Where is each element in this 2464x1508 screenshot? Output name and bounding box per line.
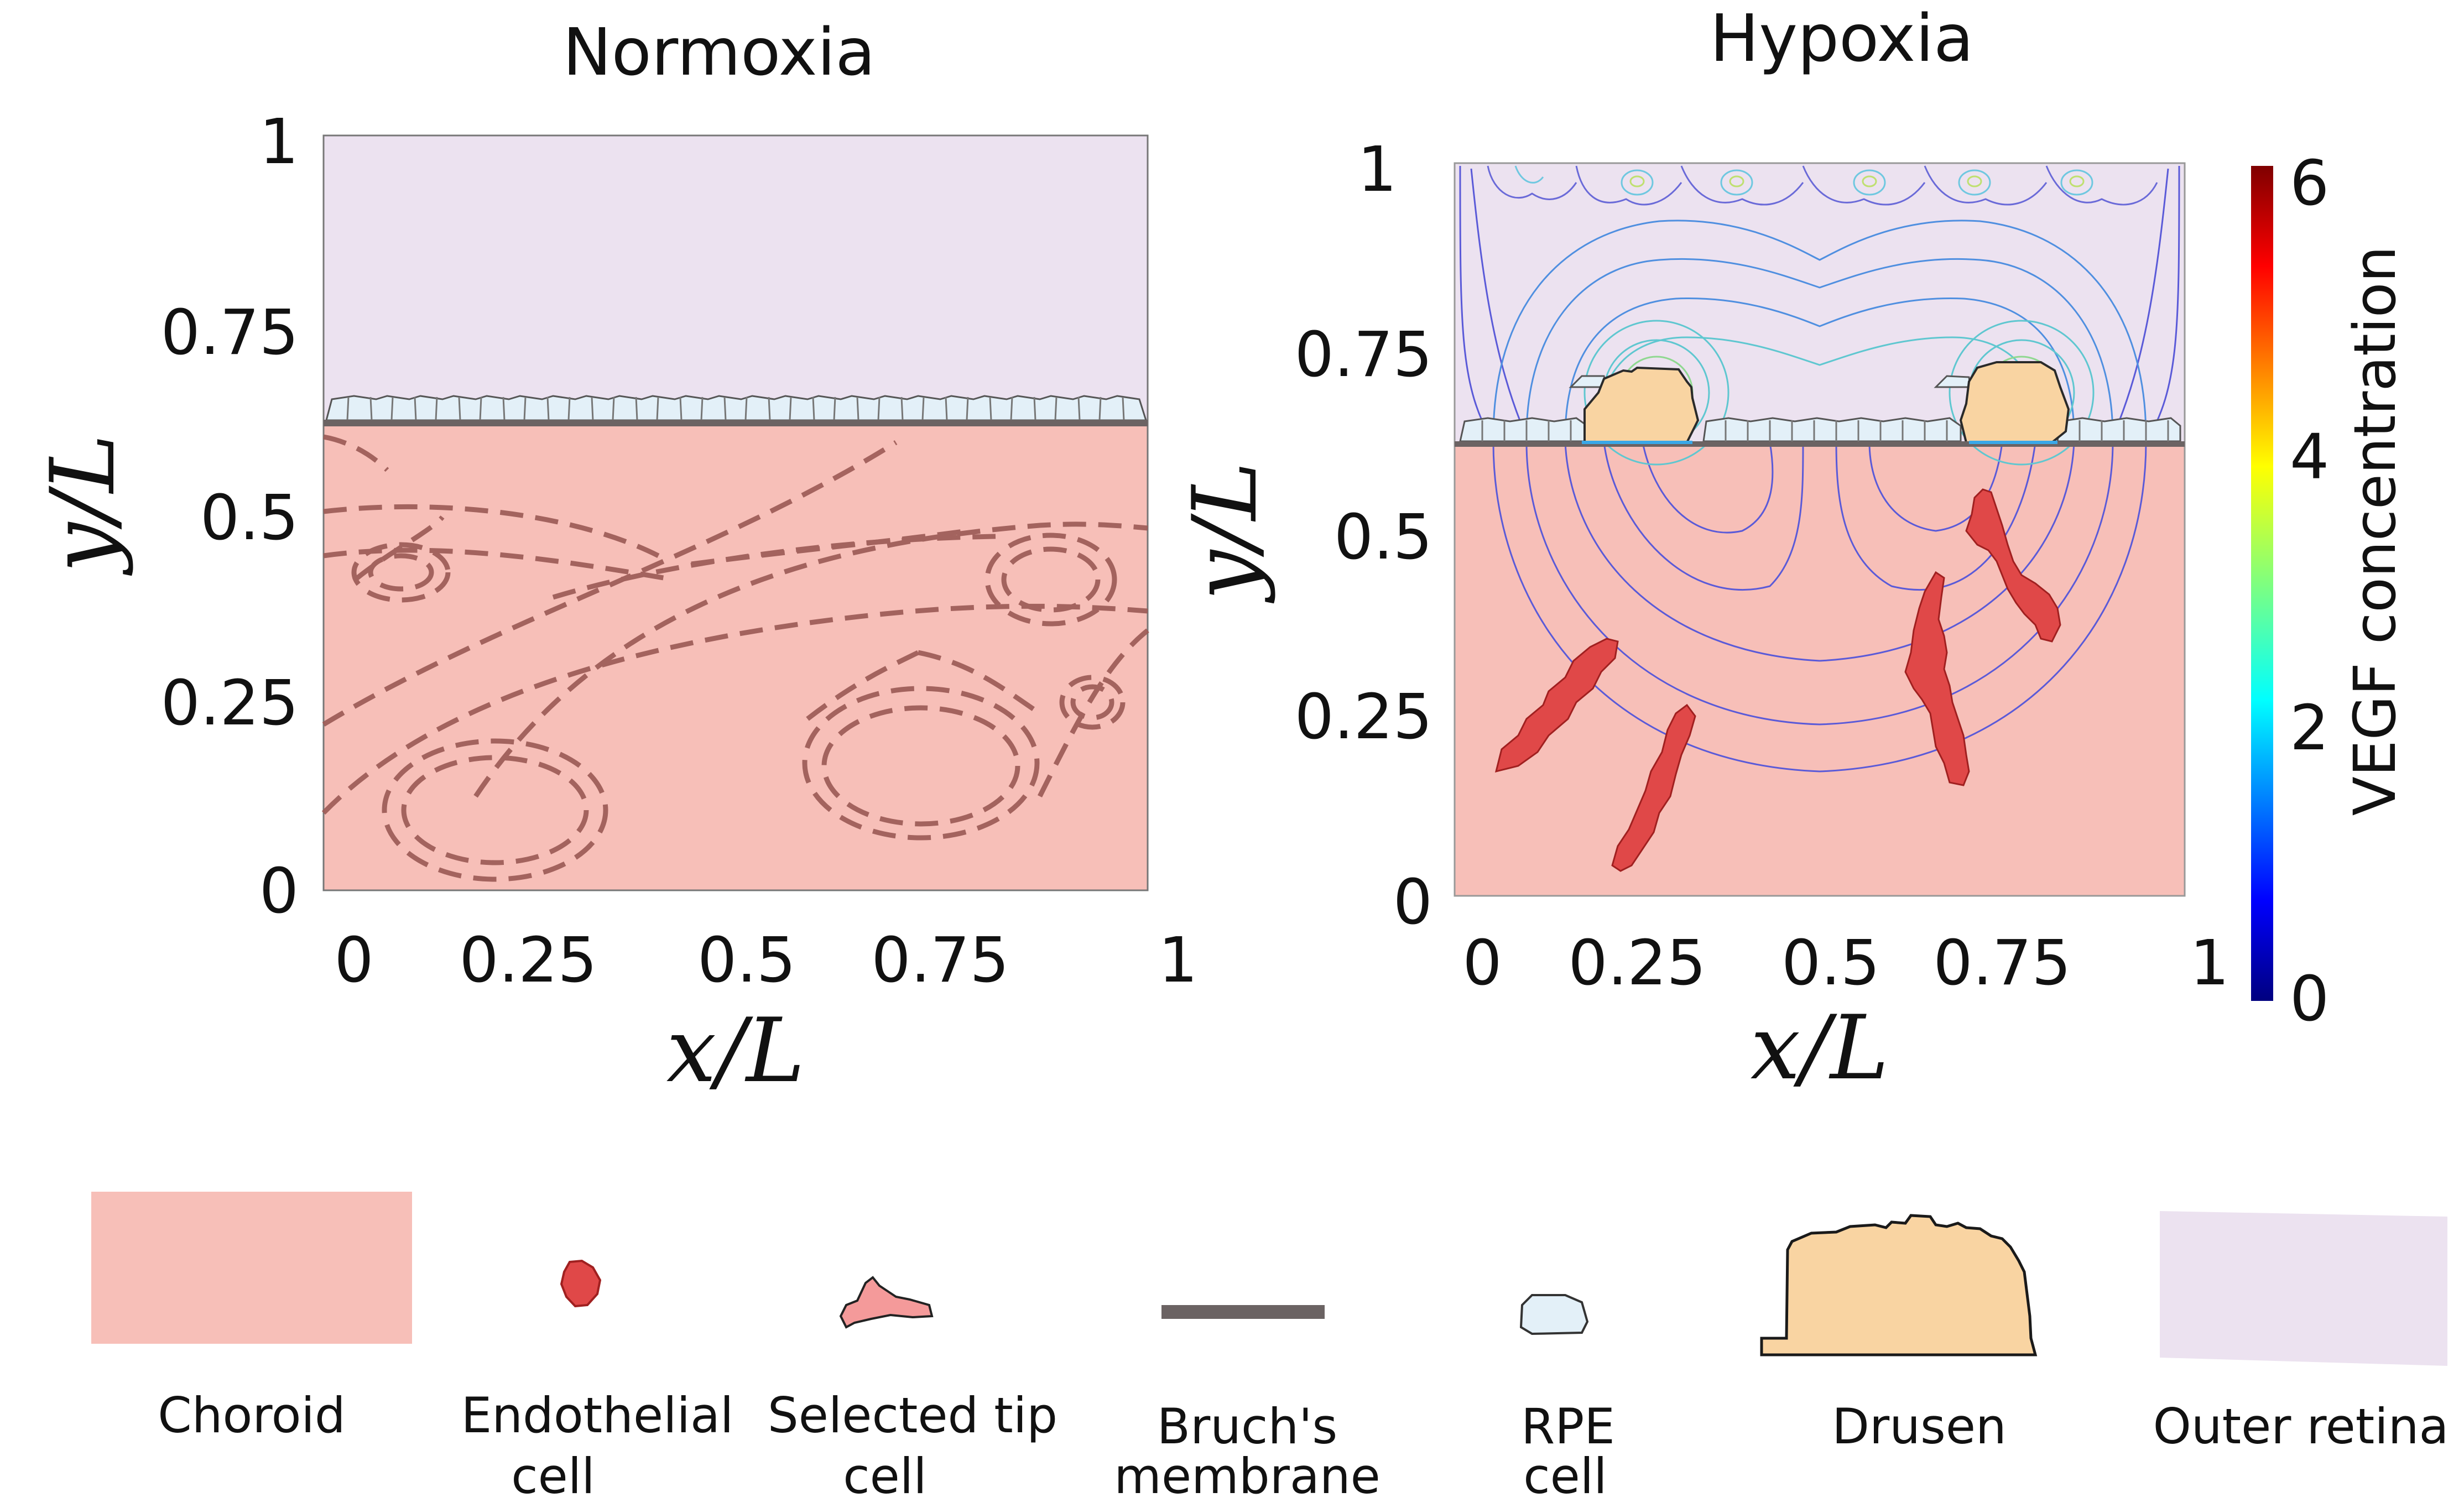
- outer-retina-swatch: [2160, 1211, 2447, 1366]
- legend-label: Endothelial: [461, 1387, 734, 1444]
- hypoxia-title: Hypoxia: [1710, 0, 1974, 76]
- legend-label: Drusen: [1832, 1398, 2006, 1455]
- normoxia-title: Normoxia: [562, 14, 875, 90]
- normoxia-choroid: [324, 423, 1148, 890]
- x-tick: 0: [334, 925, 373, 996]
- drusen-swatch: [1760, 1214, 2038, 1356]
- colorbar-tick: 2: [2290, 692, 2329, 764]
- normoxia-y-ticks: 0 0.25 0.5 0.75 1: [161, 106, 299, 927]
- y-tick: 0: [259, 855, 299, 927]
- hypoxia-endothelial-clusters: [1494, 488, 2061, 872]
- hypoxia-choroid: [1455, 442, 2185, 896]
- y-tick: 0.25: [1295, 681, 1432, 753]
- y-tick: 0.75: [1295, 319, 1432, 391]
- x-tick: 0: [1462, 927, 1502, 999]
- hypoxia-panel: Hypoxia: [1173, 0, 2409, 1099]
- normoxia-y-axis-label: y/L: [31, 434, 134, 576]
- normoxia-vessel-outlines: [321, 434, 1149, 882]
- legend-label: cell: [511, 1448, 595, 1505]
- y-tick: 0.5: [1334, 502, 1432, 573]
- legend-label: RPE: [1521, 1398, 1615, 1455]
- legend-endothelial-cell: Endothelial cell: [461, 1259, 734, 1505]
- hypoxia-y-ticks: 0 0.25 0.5 0.75 1: [1295, 134, 1432, 938]
- hypoxia-outer-retina: [1455, 163, 2185, 442]
- legend-label: Outer retina: [2153, 1398, 2449, 1455]
- legend-selected-tip-cell: Selected tip cell: [768, 1276, 1058, 1505]
- legend-label: membrane: [1114, 1448, 1380, 1505]
- legend-label: cell: [1523, 1448, 1607, 1505]
- choroid-swatch: [91, 1192, 412, 1344]
- x-tick: 0.25: [459, 925, 597, 996]
- colorbar-tick: 0: [2290, 963, 2329, 1035]
- y-tick: 0.25: [161, 667, 299, 739]
- normoxia-x-axis-label: x/L: [666, 999, 805, 1102]
- legend-bruch-membrane: Bruch's membrane: [1114, 1305, 1381, 1505]
- x-tick: 0.25: [1568, 927, 1706, 999]
- x-tick: 0.75: [1933, 927, 2071, 999]
- x-tick: 1: [1158, 925, 1197, 996]
- legend-drusen: Drusen: [1760, 1214, 2038, 1455]
- hypoxia-y-axis-label: y/L: [1173, 462, 1277, 604]
- hypoxia-x-axis-label: x/L: [1751, 996, 1889, 1099]
- colorbar-title: VEGF concentration: [2341, 246, 2409, 816]
- hypoxia-drusen: [1583, 361, 2070, 443]
- legend-rpe-cell: RPE cell: [1519, 1294, 1615, 1505]
- legend-outer-retina: Outer retina: [2153, 1211, 2449, 1455]
- normoxia-bruch-membrane: [324, 420, 1148, 426]
- legend-label: Selected tip: [768, 1387, 1058, 1444]
- legend: Choroid Endothelial cell Selected tip ce…: [91, 1192, 2449, 1505]
- normoxia-panel: Normoxia: [31, 14, 1198, 1102]
- endothelial-cell-swatch: [560, 1259, 602, 1308]
- colorbar-tick: 6: [2290, 148, 2329, 220]
- normoxia-x-ticks: 0 0.25 0.5 0.75 1: [334, 925, 1197, 996]
- normoxia-frame: [322, 134, 1149, 891]
- y-tick: 0.5: [200, 482, 299, 554]
- legend-label: Bruch's: [1157, 1398, 1338, 1455]
- bruch-membrane-swatch: [1161, 1305, 1325, 1319]
- rpe-cell-swatch: [1519, 1294, 1589, 1335]
- hypoxia-frame: [1454, 162, 2186, 897]
- vegf-colorbar: 6 4 2 0 VEGF concentration: [2251, 148, 2409, 1035]
- normoxia-outer-retina: [324, 135, 1148, 423]
- normoxia-rpe-layer: [325, 395, 1148, 421]
- hypoxia-rpe-layer: [1459, 375, 2181, 442]
- x-tick: 1: [2190, 927, 2229, 999]
- tip-cell-swatch: [839, 1276, 934, 1329]
- y-tick: 1: [1357, 134, 1397, 206]
- legend-choroid: Choroid: [91, 1192, 412, 1444]
- x-tick: 0.75: [871, 925, 1009, 996]
- colorbar-tick: 4: [2290, 421, 2329, 493]
- y-tick: 0.75: [161, 297, 299, 369]
- y-tick: 1: [259, 106, 299, 178]
- colorbar-gradient: [2251, 166, 2273, 1001]
- legend-label: cell: [843, 1448, 926, 1505]
- hypoxia-x-ticks: 0 0.25 0.5 0.75 1: [1462, 927, 2229, 999]
- x-tick: 0.5: [697, 925, 796, 996]
- hypoxia-bruch-membrane: [1455, 441, 2185, 447]
- legend-label: Choroid: [158, 1387, 345, 1444]
- y-tick: 0: [1393, 867, 1432, 938]
- x-tick: 0.5: [1781, 927, 1880, 999]
